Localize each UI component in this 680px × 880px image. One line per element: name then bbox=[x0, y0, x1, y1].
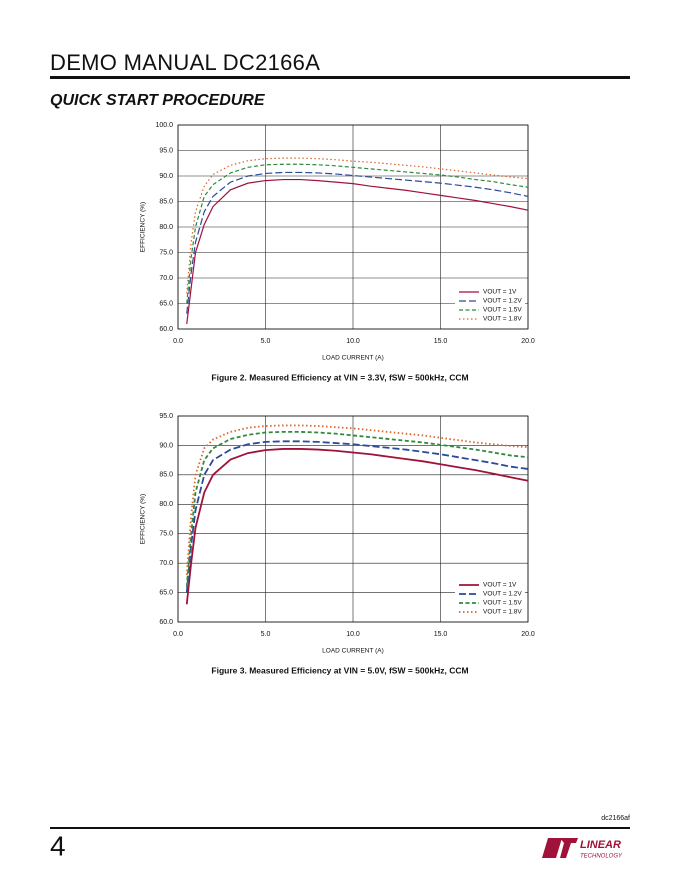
x-tick-label: 0.0 bbox=[173, 338, 183, 345]
figure-caption: Figure 2. Measured Efficiency at VIN = 3… bbox=[211, 372, 468, 382]
legend-label: VOUT = 1.8V bbox=[483, 316, 522, 323]
legend-label: VOUT = 1.5V bbox=[483, 600, 522, 607]
x-tick-label: 5.0 bbox=[261, 338, 271, 345]
series-line bbox=[186, 163, 529, 304]
logo-text: LINEAR bbox=[580, 839, 621, 851]
y-tick-label: 60.0 bbox=[159, 619, 173, 626]
y-tick-label: 65.0 bbox=[159, 589, 173, 596]
y-axis-label: EFFICIENCY (%) bbox=[140, 202, 147, 252]
series-line bbox=[186, 157, 529, 294]
legend-label: VOUT = 1.8V bbox=[483, 609, 522, 616]
x-axis-label: LOAD CURRENT (A) bbox=[322, 648, 384, 655]
legend-label: VOUT = 1V bbox=[483, 582, 517, 589]
y-tick-label: 60.0 bbox=[159, 326, 173, 333]
doc-title: DEMO MANUAL DC2166A bbox=[50, 50, 320, 75]
section-title: QUICK START PROCEDURE bbox=[50, 92, 266, 109]
y-tick-label: 100.0 bbox=[155, 122, 173, 129]
logo-subtext: TECHNOLOGY bbox=[580, 854, 623, 860]
legend-label: VOUT = 1.2V bbox=[483, 591, 522, 598]
y-axis-label: EFFICIENCY (%) bbox=[140, 494, 147, 544]
x-axis-label: LOAD CURRENT (A) bbox=[322, 355, 384, 362]
plot-frame bbox=[177, 124, 529, 330]
x-tick-label: 20.0 bbox=[521, 338, 535, 345]
x-tick-label: 10.0 bbox=[346, 631, 360, 638]
plot-frame bbox=[177, 415, 529, 623]
y-tick-label: 70.0 bbox=[159, 275, 173, 282]
y-tick-label: 95.0 bbox=[159, 413, 173, 420]
footer-rule bbox=[50, 827, 630, 829]
y-tick-label: 85.0 bbox=[159, 472, 173, 479]
legend-label: VOUT = 1.5V bbox=[483, 307, 522, 314]
y-tick-label: 95.0 bbox=[159, 147, 173, 154]
y-tick-label: 75.0 bbox=[159, 249, 173, 256]
x-tick-label: 0.0 bbox=[173, 631, 183, 638]
figure-caption: Figure 3. Measured Efficiency at VIN = 5… bbox=[211, 665, 468, 675]
page-number: 4 bbox=[50, 830, 66, 861]
series-line bbox=[185, 440, 529, 593]
y-tick-label: 80.0 bbox=[159, 501, 173, 508]
x-tick-label: 5.0 bbox=[261, 631, 271, 638]
y-tick-label: 70.0 bbox=[159, 560, 173, 567]
x-tick-label: 10.0 bbox=[346, 338, 360, 345]
series-line bbox=[186, 171, 529, 314]
series-line bbox=[185, 424, 529, 575]
x-tick-label: 15.0 bbox=[434, 338, 448, 345]
y-tick-label: 75.0 bbox=[159, 531, 173, 538]
header-rule bbox=[50, 76, 630, 79]
series-line bbox=[185, 448, 529, 605]
x-tick-label: 20.0 bbox=[521, 631, 535, 638]
x-tick-label: 15.0 bbox=[434, 631, 448, 638]
y-tick-label: 80.0 bbox=[159, 224, 173, 231]
legend-label: VOUT = 1.2V bbox=[483, 298, 522, 305]
y-tick-label: 90.0 bbox=[159, 173, 173, 180]
series-line bbox=[185, 430, 529, 587]
y-tick-label: 65.0 bbox=[159, 300, 173, 307]
logo-mark bbox=[542, 838, 578, 858]
y-tick-label: 90.0 bbox=[159, 442, 173, 449]
doc-id: dc2166af bbox=[601, 815, 630, 822]
series-line bbox=[186, 178, 529, 324]
y-tick-label: 85.0 bbox=[159, 198, 173, 205]
legend-label: VOUT = 1V bbox=[483, 289, 517, 296]
